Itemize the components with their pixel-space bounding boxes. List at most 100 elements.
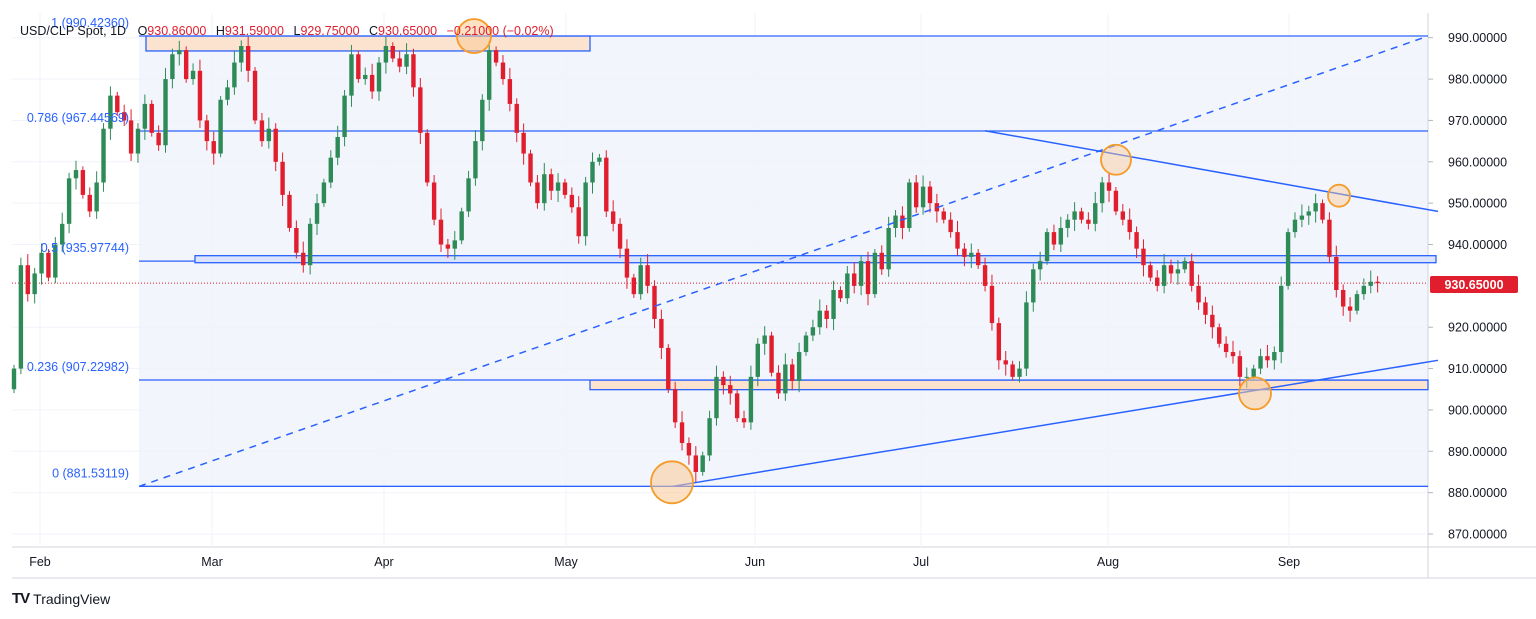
candle-body xyxy=(748,376,754,423)
month-label: Jul xyxy=(913,555,929,569)
symbol-label: USD/CLP Spot, 1D xyxy=(20,24,126,38)
candle-body xyxy=(1065,219,1070,228)
candle-body xyxy=(734,393,740,419)
price-tick-label: 890.00000 xyxy=(1448,445,1507,459)
open-value: 930.86000 xyxy=(147,24,206,38)
candle-body xyxy=(39,252,44,274)
candle-body xyxy=(404,54,409,67)
candle-body xyxy=(796,352,802,381)
price-tick-label: 880.00000 xyxy=(1448,486,1507,500)
month-label: Aug xyxy=(1097,555,1119,569)
candle-body xyxy=(1375,281,1380,284)
candle-body xyxy=(1051,232,1057,245)
legend-line: USD/CLP Spot, 1D O930.86000 H931.59000 L… xyxy=(20,24,554,38)
candle-body xyxy=(838,289,843,299)
candle-body xyxy=(411,54,416,88)
candle-body xyxy=(266,128,272,142)
candle-body xyxy=(1285,232,1291,286)
candle-body xyxy=(927,186,933,204)
candle-body xyxy=(53,244,58,278)
candle-body xyxy=(714,376,719,419)
candle-body xyxy=(1237,356,1243,377)
candle-body xyxy=(87,194,92,212)
highlight-circle xyxy=(1100,143,1132,176)
candle-body xyxy=(1334,256,1339,290)
candle-body xyxy=(700,455,705,472)
candle-body xyxy=(1086,219,1091,224)
close-label: C xyxy=(369,24,378,38)
time-axis[interactable]: Feb Mar Apr May Jun Jul Aug Sep xyxy=(29,555,1300,569)
candle-body xyxy=(1313,203,1318,212)
candle-body xyxy=(197,70,203,121)
candle-body xyxy=(941,211,946,220)
candle-body xyxy=(610,211,616,224)
candle-body xyxy=(431,182,437,220)
candle-body xyxy=(46,252,51,278)
candle-body xyxy=(1079,211,1084,220)
falling-resistance-trendline xyxy=(984,130,1439,213)
candle-body xyxy=(1244,376,1249,378)
candle-body xyxy=(783,364,788,394)
fib-level-label: 1 (990.42360) xyxy=(51,16,129,30)
price-tick-label: 870.00000 xyxy=(1448,528,1507,542)
resistance-zone xyxy=(145,35,591,52)
tradingview-brand[interactable]: TV TradingView xyxy=(12,590,110,607)
candle-body xyxy=(900,215,905,228)
candle-body xyxy=(810,327,816,336)
candle-body xyxy=(693,455,699,472)
candle-body xyxy=(94,182,99,212)
candle-body xyxy=(604,157,609,212)
candle-body xyxy=(1099,182,1105,204)
candle-body xyxy=(342,95,347,137)
dashed-trendline xyxy=(138,35,1429,488)
candle-body xyxy=(1210,314,1215,328)
candle-body xyxy=(149,103,154,133)
candle-body xyxy=(1258,356,1263,369)
candle-body xyxy=(1279,285,1284,353)
candle-body xyxy=(741,418,747,423)
candle-body xyxy=(294,227,299,253)
fib-level-label: 0.786 (967.44569) xyxy=(27,111,129,125)
candle-body xyxy=(521,132,526,154)
candle-body xyxy=(666,347,671,390)
candle-body xyxy=(583,182,588,237)
price-axis[interactable]: 990.00000 980.00000 970.00000 960.00000 950.… xyxy=(1428,31,1507,542)
fib-level-label: 0.5 (935.97744) xyxy=(41,241,129,255)
candle-body xyxy=(18,265,24,369)
candle-body xyxy=(170,54,175,80)
candle-body xyxy=(831,289,836,319)
candle-body xyxy=(321,182,327,204)
candles xyxy=(11,36,1380,484)
candle-body xyxy=(142,103,148,129)
candle-body xyxy=(645,265,650,286)
month-label: Feb xyxy=(29,555,51,569)
fib-level-label: 0.236 (907.22982) xyxy=(27,360,129,374)
candle-body xyxy=(1134,232,1139,249)
candle-body xyxy=(390,45,395,59)
candle-body xyxy=(211,141,216,154)
candle-body xyxy=(1168,265,1174,274)
candle-body xyxy=(1175,269,1181,274)
candle-body xyxy=(183,50,189,80)
price-tick-label: 920.00000 xyxy=(1448,321,1507,335)
candle-body xyxy=(920,186,926,208)
highlight-circle xyxy=(1327,183,1351,208)
candle-body xyxy=(562,182,568,195)
candle-body xyxy=(907,182,912,228)
low-value: 929.75000 xyxy=(300,24,359,38)
candle-body xyxy=(507,79,513,104)
candle-body xyxy=(1093,203,1098,224)
price-tick-label: 960.00000 xyxy=(1448,155,1507,169)
price-tick-label: 990.00000 xyxy=(1448,31,1507,45)
candle-body xyxy=(1017,368,1022,377)
candle-body xyxy=(301,252,306,266)
candle-body xyxy=(707,418,712,456)
candle-body xyxy=(239,45,244,63)
brand-label: TradingView xyxy=(33,590,111,607)
candle-body xyxy=(177,50,182,55)
candle-body xyxy=(1327,219,1332,257)
candle-body xyxy=(858,261,864,286)
candle-body xyxy=(982,265,988,286)
candle-body xyxy=(1120,211,1126,220)
